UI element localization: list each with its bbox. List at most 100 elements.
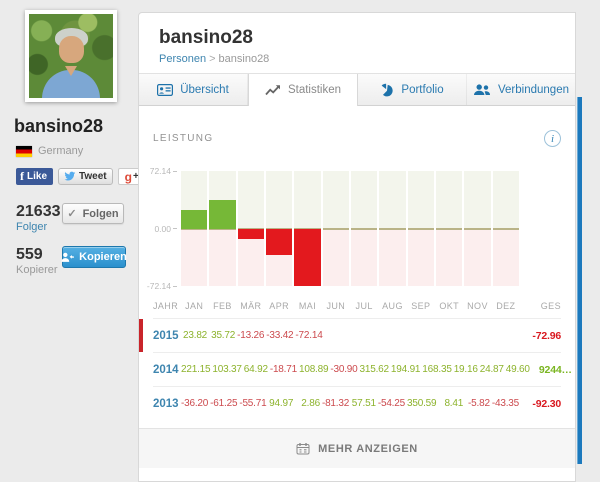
column-header-jan: JAN	[185, 301, 204, 311]
chart-column-mai[interactable]	[294, 171, 321, 286]
column-header-okt: OKT	[439, 301, 460, 311]
total-cell: -72.96	[532, 329, 561, 342]
chart-column-jan[interactable]	[181, 171, 208, 286]
chart-column-dez[interactable]	[492, 171, 519, 286]
chart-column-jun[interactable]	[322, 171, 349, 286]
performance-section-title: LEISTUNG	[153, 133, 214, 144]
breadcrumb-personen-link[interactable]: Personen	[159, 53, 207, 65]
value-cell: 168.35	[422, 364, 452, 375]
year-cell[interactable]: 2015	[153, 329, 179, 342]
value-cell: 350.59	[406, 398, 437, 409]
chart-column-nov[interactable]	[464, 171, 491, 286]
google-icon: g	[124, 169, 132, 184]
chart-column-feb[interactable]	[209, 171, 236, 286]
table-header-row: JAHR JAN FEB MÄR APR MAI JUN JUL AUG SEP OKT NOV DEZ…	[153, 301, 561, 311]
value-cell: 49.60	[505, 364, 530, 375]
tweet-button[interactable]: Tweet	[58, 168, 113, 185]
value-cell: -36.20	[181, 398, 209, 409]
year-cell[interactable]: 2013	[153, 397, 179, 410]
chart-column-mär[interactable]	[237, 171, 264, 286]
table-row-2014[interactable]: 2014 221.15 103.37 64.92 -18.71 108.89 -30.90 3…	[153, 352, 572, 386]
value-cell: 35.72	[211, 330, 236, 341]
facebook-like-button[interactable]: f Like	[16, 168, 54, 185]
column-header-mär: MÄR	[240, 301, 262, 311]
breadcrumb-current: bansino28	[218, 53, 270, 65]
profile-main-panel: bansino28 Personen > bansino28 Übersicht St…	[138, 12, 576, 482]
chart-column-aug[interactable]	[379, 171, 406, 286]
chart-total-spacer	[521, 171, 561, 286]
sidebar-username: bansino28	[14, 116, 104, 136]
column-header-sep: SEP	[411, 301, 431, 311]
zero-line	[322, 227, 349, 230]
tab-label: Übersicht	[180, 83, 229, 96]
table-row-2013[interactable]: 2013 -36.20 -61.25 -55.71 94.97 2.86 -81.32 57.…	[153, 386, 561, 420]
breadcrumb: Personen > bansino28	[159, 53, 270, 65]
y-tick-label: -72.14	[147, 281, 177, 291]
value-cell: 221.15	[181, 364, 211, 375]
germany-flag-icon	[16, 145, 32, 157]
column-header-mai: MAI	[298, 301, 317, 311]
value-cell: -18.71	[269, 364, 297, 375]
value-cell: 57.51	[351, 398, 376, 409]
tab-verbindungen[interactable]: Verbindungen	[467, 74, 575, 105]
value-cell: 24.87	[479, 364, 504, 375]
total-cell: -92.30	[532, 397, 561, 410]
column-header-feb: FEB	[213, 301, 232, 311]
chart-bar-jan	[181, 209, 208, 229]
chart-y-axis: 72.14 0.00 -72.14	[147, 166, 179, 291]
tab-label: Statistiken	[287, 84, 342, 96]
pie-chart-icon	[380, 83, 394, 97]
performance-table: 2015 23.82 35.72 -13.26 -33.42 -72.14 -72.96 20…	[139, 318, 572, 420]
tab--bersicht[interactable]: Übersicht	[139, 74, 248, 105]
info-icon[interactable]: i	[544, 130, 561, 147]
value-cell: -55.71	[239, 398, 267, 409]
tab-label: Verbindungen	[498, 83, 569, 96]
value-cell: -33.42	[266, 330, 294, 341]
zero-line	[181, 227, 208, 230]
chart-column-sep[interactable]	[407, 171, 434, 286]
tab-portfolio[interactable]: Portfolio	[358, 74, 467, 105]
chart-column-jul[interactable]	[351, 171, 378, 286]
value-cell: -30.90	[330, 364, 358, 375]
y-tick-label: 72.14	[150, 166, 177, 176]
value-cell: 108.89	[298, 364, 329, 375]
value-cell: -81.32	[321, 398, 350, 409]
facebook-icon: f	[20, 169, 24, 183]
total-cell: 9244…	[538, 363, 572, 376]
column-header-aug: AUG	[382, 301, 403, 311]
value-cell: -13.26	[237, 330, 265, 341]
chart-bar-mai	[294, 228, 321, 286]
column-header-nov: NOV	[467, 301, 488, 311]
folgen-button[interactable]: ✓ Folgen	[62, 203, 124, 224]
copiers-label: Kopierer	[16, 264, 58, 276]
scrollbar-thumb[interactable]	[577, 97, 582, 464]
value-cell: -54.25	[377, 398, 405, 409]
followers-link[interactable]: Folger	[16, 221, 48, 233]
zero-line	[379, 227, 406, 230]
value-cell: 2.86	[301, 398, 320, 409]
table-row-2015[interactable]: 2015 23.82 35.72 -13.26 -33.42 -72.14 -72.96	[139, 318, 561, 352]
value-cell: -72.14	[295, 330, 323, 341]
value-cell: 23.82	[183, 330, 208, 341]
chart-bar-feb	[209, 200, 236, 229]
column-header-jahr: JAHR	[153, 301, 179, 311]
column-header-dez: DEZ	[496, 301, 516, 311]
kopieren-button[interactable]: Kopieren	[61, 246, 127, 268]
mehr-anzeigen-button[interactable]: MEHR ANZEIGEN	[139, 428, 575, 468]
zero-line	[464, 227, 491, 230]
column-header-jun: JUN	[326, 301, 346, 311]
profile-photo-image	[29, 14, 113, 98]
chart-column-apr[interactable]	[266, 171, 293, 286]
value-cell: 315.62	[359, 364, 390, 375]
tab-statistiken[interactable]: Statistiken	[248, 74, 358, 106]
chart-bar-apr	[266, 228, 293, 256]
page-title: bansino28	[159, 27, 253, 48]
check-icon: ✓	[67, 208, 77, 220]
year-cell[interactable]: 2014	[153, 363, 179, 376]
id-card-icon	[157, 83, 174, 96]
copy-person-icon	[61, 252, 75, 263]
value-cell: 8.41	[444, 398, 464, 409]
zero-line	[209, 227, 236, 230]
tab-label: Portfolio	[401, 83, 444, 96]
chart-column-okt[interactable]	[436, 171, 463, 286]
